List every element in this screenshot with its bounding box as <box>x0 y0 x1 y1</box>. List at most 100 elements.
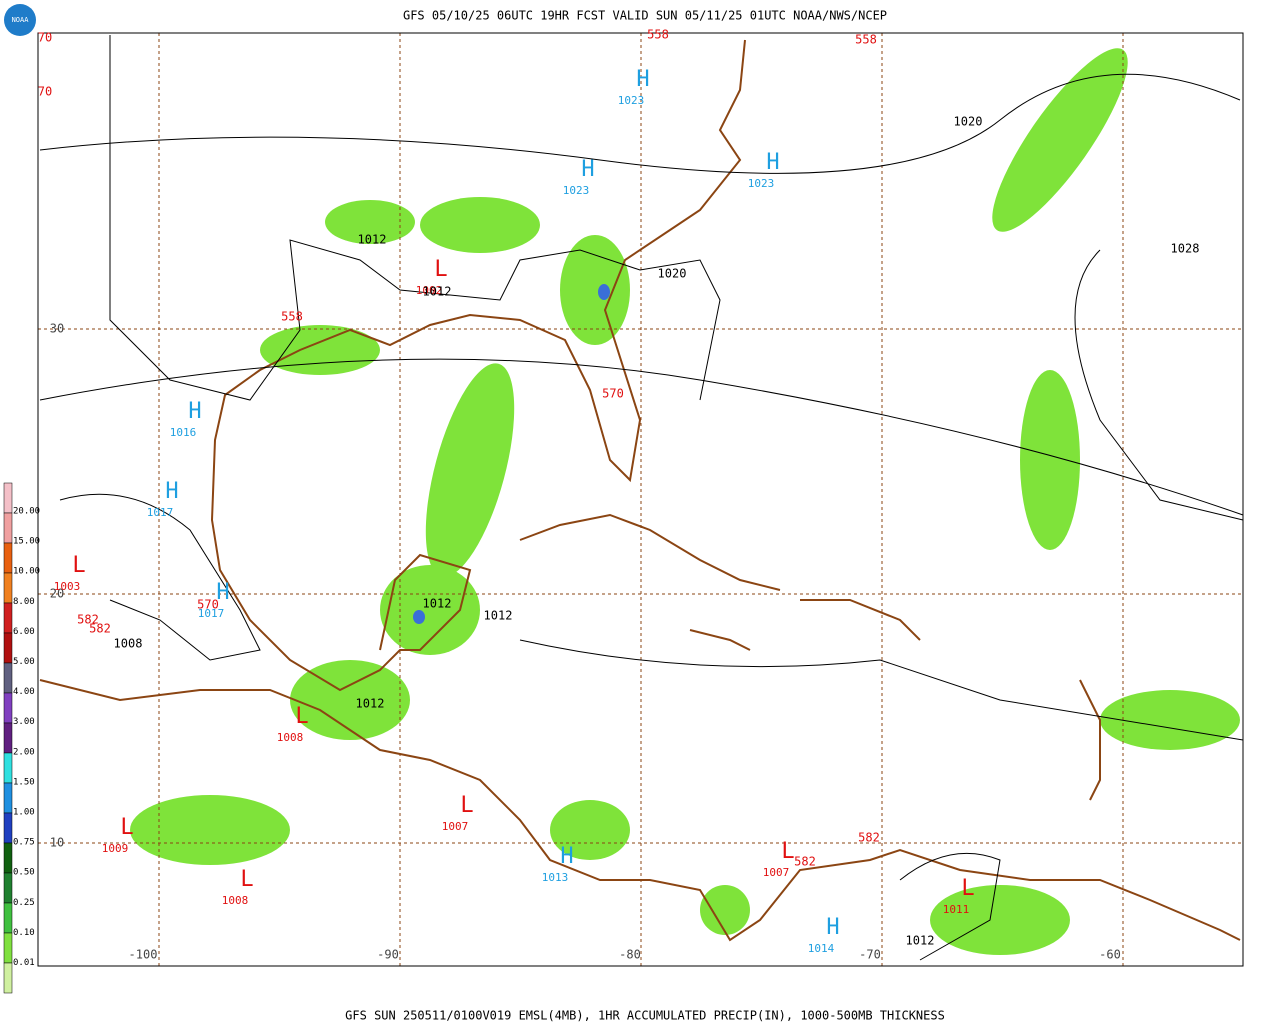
pressure-symbol: H <box>188 399 201 424</box>
longitude-label: -90 <box>377 948 399 962</box>
colorbar-swatch <box>3 902 13 934</box>
thickness-label: 582 <box>858 831 880 845</box>
colorbar-label: 1.50 <box>13 777 35 787</box>
pressure-symbol: H <box>636 67 649 92</box>
colorbar-label: 3.00 <box>13 717 35 727</box>
colorbar-label: 4.00 <box>13 687 35 697</box>
logo-text: NOAA <box>12 16 30 24</box>
map-area <box>37 32 1244 967</box>
colorbar-label: 15.00 <box>13 537 40 547</box>
isobar-label: 1012 <box>423 285 452 299</box>
pressure-value: 1007 <box>763 866 790 879</box>
longitude-label: -100 <box>129 948 158 962</box>
map-title: GFS 05/10/25 06UTC 19HR FCST VALID SUN 0… <box>403 9 887 23</box>
pressure-value: 1007 <box>442 820 469 833</box>
thickness-label: 582 <box>77 613 99 627</box>
colorbar-swatch <box>3 842 13 874</box>
pressure-value: 1002 <box>416 284 443 297</box>
pressure-value: 1008 <box>277 731 304 744</box>
pressure-symbol: L <box>460 793 473 818</box>
colorbar-swatch <box>3 572 13 604</box>
latitude-label: 20 <box>50 587 64 601</box>
longitude-label: -60 <box>1099 948 1121 962</box>
pressure-symbol: H <box>560 844 573 869</box>
pressure-value: 1009 <box>102 842 129 855</box>
pressure-value: 1016 <box>170 426 197 439</box>
thickness-label: 570 <box>602 387 624 401</box>
pressure-value: 1017 <box>147 506 174 519</box>
thickness-label: 582 <box>794 855 816 869</box>
colorbar-label: 10.00 <box>13 567 40 577</box>
pressure-symbol: H <box>581 157 594 182</box>
colorbar-swatch <box>3 692 13 724</box>
thickness-label: 558 <box>281 310 303 324</box>
isobar-label: 1012 <box>906 934 935 948</box>
thickness-label: 570 <box>197 598 219 612</box>
isobar-label: 1020 <box>658 267 687 281</box>
pressure-symbol: H <box>826 915 839 940</box>
noaa-logo <box>4 4 36 36</box>
pressure-symbol: L <box>434 257 447 282</box>
latitude-label: 30 <box>50 322 64 336</box>
pressure-symbol: L <box>120 815 133 840</box>
colorbar-swatch <box>3 542 13 574</box>
colorbar-swatch <box>3 722 13 754</box>
pressure-symbol: L <box>961 876 974 901</box>
thickness-label: 582 <box>89 622 111 636</box>
colorbar-label: 8.00 <box>13 597 35 607</box>
colorbar-label: 6.00 <box>13 627 35 637</box>
colorbar-swatch <box>3 602 13 634</box>
colorbar-swatch <box>3 812 13 844</box>
colorbar-swatch <box>3 752 13 784</box>
pressure-symbol: L <box>240 867 253 892</box>
latitude-label: 10 <box>50 836 64 850</box>
colorbar: 20.00 15.00 10.00 8.00 6.00 5.00 4.00 3.00 2.00 1… <box>3 482 40 994</box>
coastlines <box>39 39 1241 942</box>
pressure-value: 1014 <box>808 942 835 955</box>
pressure-value: 1023 <box>748 177 775 190</box>
colorbar-swatch <box>3 482 13 514</box>
colorbar-swatch <box>3 872 13 904</box>
colorbar-label: 5.00 <box>13 657 35 667</box>
colorbar-label: 1.00 <box>13 808 35 818</box>
isobar-label: 1012 <box>358 233 387 247</box>
pressure-symbol: L <box>295 704 308 729</box>
pressure-symbol: L <box>781 839 794 864</box>
pressure-value: 1011 <box>943 903 970 916</box>
pressure-value: 1023 <box>563 184 590 197</box>
longitude-label: -70 <box>859 948 881 962</box>
pressure-symbol: H <box>165 479 178 504</box>
colorbar-label: 0.50 <box>13 868 35 878</box>
isobar-label: 1028 <box>1171 242 1200 256</box>
isobar-label: 1008 <box>114 637 143 651</box>
pressure-symbol: L <box>72 553 85 578</box>
colorbar-label: 0.01 <box>13 958 35 968</box>
pressure-value: 1023 <box>618 94 645 107</box>
colorbar-label: 0.25 <box>13 898 35 908</box>
pressure-value: 1017 <box>198 607 225 620</box>
colorbar-swatch <box>3 512 13 544</box>
thickness-label: 70 <box>38 85 52 99</box>
colorbar-label: 2.00 <box>13 747 35 757</box>
isobar-label: 1020 <box>954 115 983 129</box>
precip <box>130 48 1240 955</box>
colorbar-swatch <box>3 962 13 994</box>
map-caption: GFS SUN 250511/0100V019 EMSL(4MB), 1HR A… <box>345 1009 945 1023</box>
colorbar-label: 0.75 <box>13 838 35 848</box>
thickness-label: 70 <box>38 31 52 45</box>
pressure-value: 1008 <box>222 894 249 907</box>
pressure-symbol: H <box>216 580 229 605</box>
thickness-label: 558 <box>647 28 669 42</box>
colorbar-swatch <box>3 632 13 664</box>
colorbar-label: 0.10 <box>13 928 35 938</box>
pressure-symbol: H <box>766 150 779 175</box>
isobar-label: 1012 <box>484 609 513 623</box>
pressure-value: 1013 <box>542 871 569 884</box>
colorbar-swatch <box>3 932 13 964</box>
colorbar-label: 20.00 <box>13 507 40 517</box>
thickness-label: 558 <box>855 33 877 47</box>
colorbar-swatch <box>3 782 13 814</box>
isobar-label: 1012 <box>423 597 452 611</box>
grid <box>38 33 1243 966</box>
